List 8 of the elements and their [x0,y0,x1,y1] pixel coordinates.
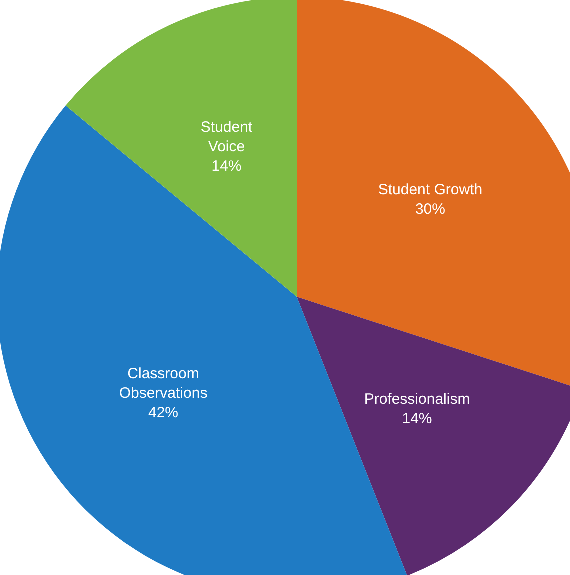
data-label: 14% [212,158,242,176]
data-label: 14% [402,410,432,428]
data-label: 42% [148,404,179,422]
data-label: 30% [415,200,446,218]
slice-label: Student Voice [200,119,254,156]
slice-label: Student Growth [378,181,483,198]
slice-label: Professionalism [364,391,470,408]
slice-label: Classroom Observations [119,365,208,402]
